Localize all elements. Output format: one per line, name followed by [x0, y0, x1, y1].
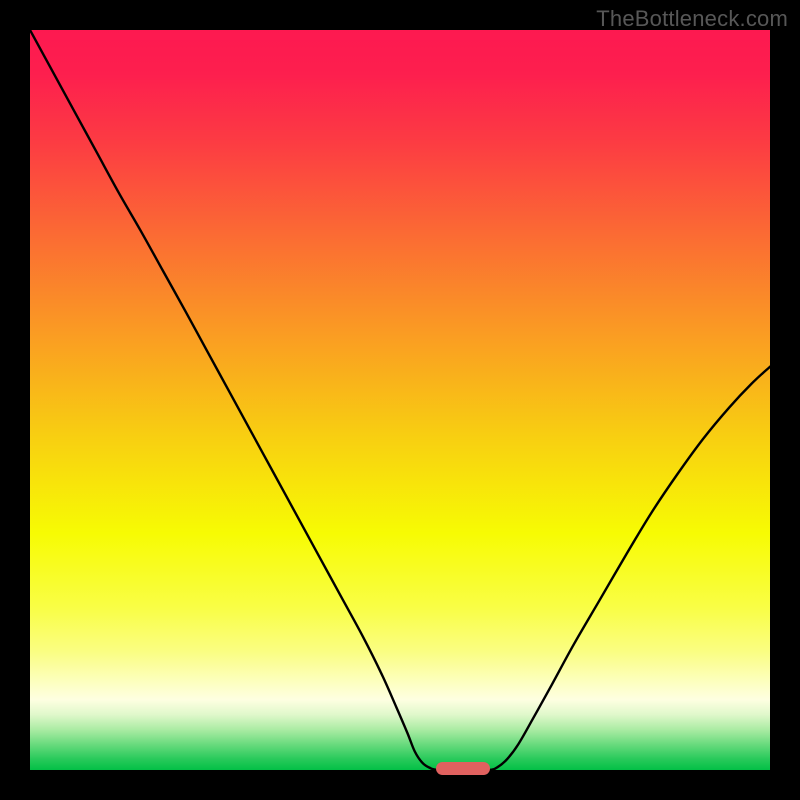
optimum-marker [436, 762, 489, 775]
bottleneck-curve [30, 30, 770, 770]
plot-area [30, 30, 770, 770]
chart-frame: TheBottleneck.com [0, 0, 800, 800]
attribution-text: TheBottleneck.com [596, 6, 788, 32]
